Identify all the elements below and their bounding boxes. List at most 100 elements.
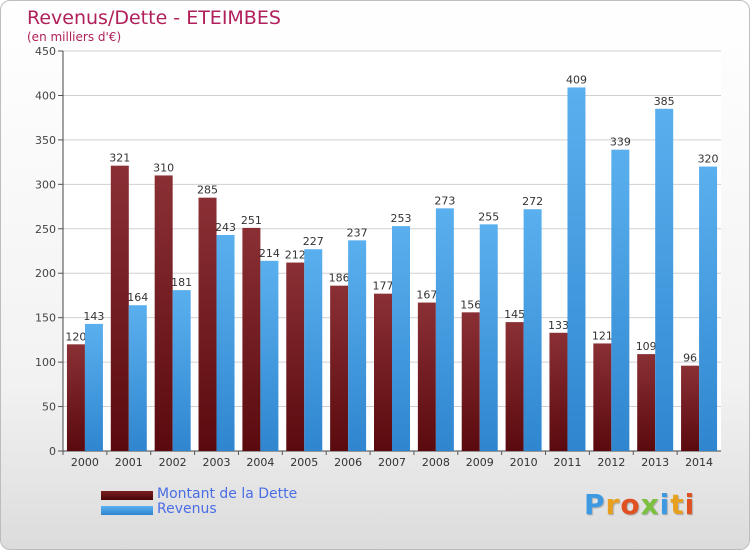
legend-label-dette: Montant de la Dette <box>157 486 298 502</box>
data-label-revenus: 143 <box>83 310 104 323</box>
bar-revenus <box>523 209 542 451</box>
bar-dette <box>505 322 524 451</box>
bar-dette <box>330 285 349 451</box>
logo-letter: i <box>659 488 671 521</box>
legend-label-revenus: Revenus <box>157 501 217 517</box>
data-label-dette: 120 <box>65 330 86 343</box>
x-tick-label: 2011 <box>553 456 581 469</box>
x-tick-label: 2000 <box>71 456 99 469</box>
bar-dette <box>66 344 85 451</box>
data-label-dette: 285 <box>197 184 218 197</box>
logo-letter: r <box>605 488 621 521</box>
data-label-dette: 145 <box>504 308 525 321</box>
data-label-dette: 156 <box>460 298 481 311</box>
logo-letter: o <box>620 488 641 521</box>
bar-revenus <box>567 87 586 451</box>
x-tick-label: 2010 <box>510 456 538 469</box>
bar-revenus <box>172 290 191 451</box>
logo-letter: i <box>684 488 696 521</box>
bar-revenus <box>392 226 410 451</box>
data-label-revenus: 181 <box>171 276 192 289</box>
y-tick-label: 450 <box>35 45 56 58</box>
proxiti-logo: Proxiti <box>584 488 695 521</box>
bar-dette <box>286 262 305 451</box>
x-tick-label: 2008 <box>422 456 450 469</box>
data-label-revenus: 339 <box>610 136 631 149</box>
bar-revenus <box>128 305 147 451</box>
logo-letter: P <box>584 488 606 521</box>
bar-revenus <box>435 208 454 451</box>
data-label-dette: 96 <box>683 352 697 365</box>
y-tick-label: 200 <box>35 267 56 280</box>
x-tick-label: 2003 <box>203 456 231 469</box>
bar-dette <box>110 165 129 451</box>
bar-dette <box>374 293 392 451</box>
y-tick-label: 0 <box>49 445 56 458</box>
bar-dette <box>242 227 261 451</box>
data-label-revenus: 409 <box>566 73 587 86</box>
logo-letter: x <box>640 488 660 521</box>
x-tick-label: 2009 <box>466 456 494 469</box>
data-label-dette: 186 <box>329 272 350 285</box>
bar-revenus <box>84 323 103 451</box>
legend-swatch-dette <box>101 491 153 500</box>
bar-dette <box>637 354 656 451</box>
bar-revenus <box>304 249 323 451</box>
bar-dette <box>417 302 436 451</box>
data-label-revenus: 253 <box>391 212 412 225</box>
bar-dette <box>549 332 568 451</box>
data-label-revenus: 227 <box>303 235 324 248</box>
bar-revenus <box>216 235 235 451</box>
data-label-dette: 121 <box>592 329 613 342</box>
data-label-revenus: 273 <box>434 194 455 207</box>
data-label-dette: 167 <box>416 289 437 302</box>
bar-revenus <box>655 108 674 452</box>
x-tick-label: 2005 <box>290 456 318 469</box>
bar-dette <box>593 343 612 451</box>
data-label-dette: 321 <box>109 152 130 165</box>
bar-revenus <box>260 260 279 451</box>
y-tick-label: 250 <box>35 223 56 236</box>
data-label-dette: 133 <box>548 319 569 332</box>
data-label-dette: 109 <box>636 340 657 353</box>
data-label-revenus: 243 <box>215 221 236 234</box>
data-label-revenus: 214 <box>259 247 280 260</box>
data-label-dette: 251 <box>241 214 262 227</box>
x-tick-label: 2001 <box>115 456 143 469</box>
chart-subtitle: (en milliers d'€) <box>27 30 122 44</box>
data-label-dette: 177 <box>373 280 394 293</box>
data-label-revenus: 237 <box>347 226 368 239</box>
y-tick-label: 400 <box>35 89 56 102</box>
bar-revenus <box>611 149 630 451</box>
data-label-dette: 310 <box>153 161 174 174</box>
x-tick-label: 2012 <box>597 456 625 469</box>
bar-revenus <box>348 240 367 451</box>
y-tick-label: 100 <box>35 356 56 369</box>
x-tick-label: 2013 <box>641 456 669 469</box>
y-tick-label: 350 <box>35 134 56 147</box>
bar-dette <box>198 197 217 451</box>
x-tick-label: 2004 <box>246 456 274 469</box>
x-tick-label: 2002 <box>159 456 187 469</box>
y-tick-label: 300 <box>35 178 56 191</box>
chart-title: Revenus/Dette - ETEIMBES <box>27 7 281 29</box>
data-label-dette: 212 <box>285 249 306 262</box>
legend-swatch-revenus <box>101 506 153 515</box>
data-label-revenus: 164 <box>127 291 148 304</box>
bar-dette <box>681 365 700 451</box>
y-tick-label: 150 <box>35 312 56 325</box>
y-tick-label: 50 <box>42 401 56 414</box>
bar-dette <box>461 312 480 451</box>
bar-revenus <box>699 166 718 452</box>
bar-dette <box>154 175 173 451</box>
data-label-revenus: 272 <box>522 195 543 208</box>
data-label-revenus: 255 <box>478 210 499 223</box>
bar-revenus <box>479 224 498 451</box>
x-tick-label: 2006 <box>334 456 362 469</box>
logo-letter: t <box>670 488 685 521</box>
x-tick-label: 2007 <box>378 456 406 469</box>
x-tick-label: 2014 <box>685 456 713 469</box>
data-label-revenus: 385 <box>654 95 675 108</box>
